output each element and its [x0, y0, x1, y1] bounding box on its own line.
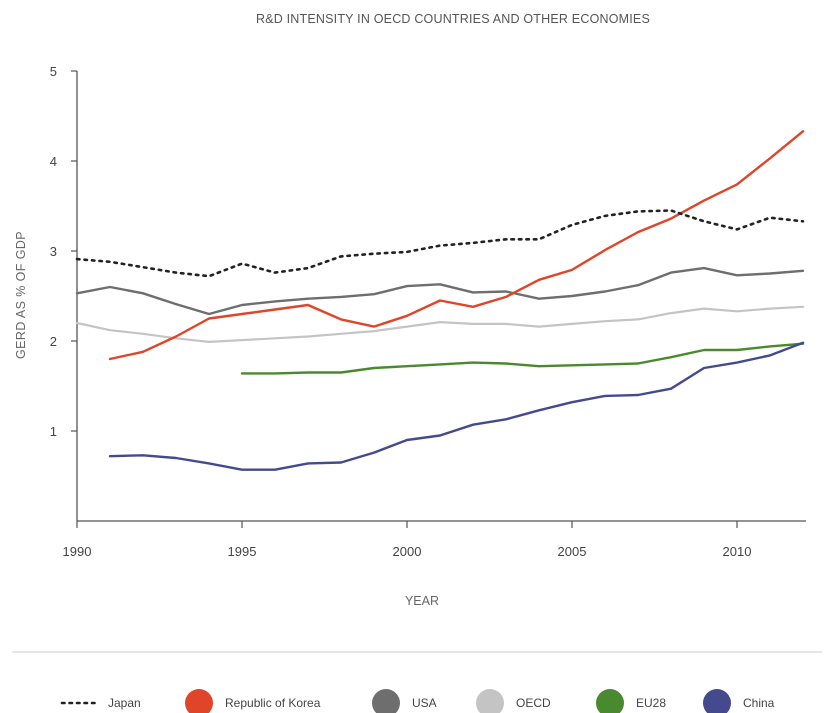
y-tick-label: 4	[50, 154, 57, 169]
y-axis-title: GERD AS % OF GDP	[14, 231, 28, 359]
x-tick-label: 1990	[63, 544, 92, 559]
legend-swatch-china	[703, 689, 731, 713]
series-line-republic-of-korea	[108, 130, 805, 361]
chart-title: R&D INTENSITY IN OECD COUNTRIES AND OTHE…	[256, 12, 650, 26]
series-line-oecd	[75, 305, 805, 343]
y-tick-label: 5	[50, 64, 57, 79]
series-line-usa	[75, 266, 805, 316]
x-axis-title: YEAR	[405, 594, 439, 608]
x-tick-label: 2010	[723, 544, 752, 559]
legend-label-usa: USA	[412, 696, 437, 710]
axes: 1 2 3 4 5 1990 1995 2000 2005 2010	[50, 64, 806, 559]
legend: Japan Republic of Korea USA OECD EU28 China	[60, 689, 775, 713]
x-tick-label: 1995	[228, 544, 257, 559]
x-tick-label: 2000	[393, 544, 422, 559]
y-tick-label: 1	[50, 424, 57, 439]
y-tick-label: 3	[50, 244, 57, 259]
series-line-china	[108, 341, 805, 471]
legend-label-oecd: OECD	[516, 696, 551, 710]
legend-swatch-usa	[372, 689, 400, 713]
series-lines	[75, 130, 805, 471]
y-tick-label: 2	[50, 334, 57, 349]
legend-swatch-eu28	[596, 689, 624, 713]
legend-label-japan: Japan	[108, 696, 141, 710]
x-tick-label: 2005	[558, 544, 587, 559]
legend-label-republic-of-korea: Republic of Korea	[225, 696, 321, 710]
legend-swatch-oecd	[476, 689, 504, 713]
series-line-japan	[75, 209, 805, 278]
legend-swatch-republic-of-korea	[185, 689, 213, 713]
series-line-eu28	[240, 342, 805, 375]
legend-label-china: China	[743, 696, 775, 710]
legend-label-eu28: EU28	[636, 696, 666, 710]
